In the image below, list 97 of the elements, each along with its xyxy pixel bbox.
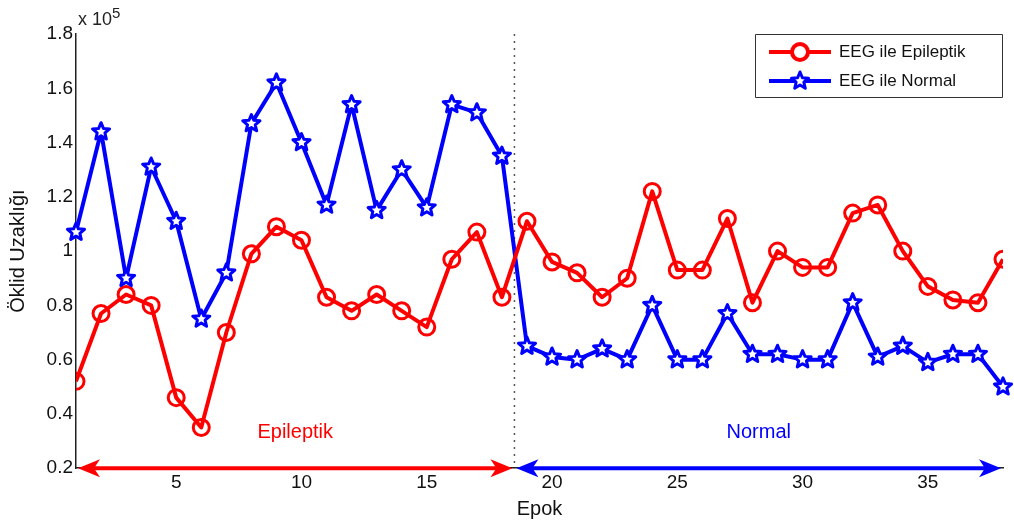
y-tick-label: 1.2 [46,185,73,207]
y-tick-label: 1.4 [46,130,74,152]
point [417,317,437,337]
point [967,343,989,363]
x-tick-label: 25 [666,470,688,492]
point [266,217,286,237]
y-axis-title: Öklid Uzaklığı [5,189,28,313]
point [717,303,738,323]
point [166,210,187,231]
point [341,94,362,114]
y-tick-label: 0.4 [46,402,74,424]
point [943,290,963,310]
point [467,222,487,242]
point [442,249,462,269]
y-tick-label: 1.8 [46,22,73,44]
point [141,295,161,315]
point [366,199,387,220]
point [116,285,136,305]
y-tick-label: 0.6 [46,347,73,369]
point [291,132,312,152]
point [992,376,1014,396]
x-tick-label: 20 [541,470,563,492]
point [843,203,863,223]
point [516,335,538,355]
y-tick-label: 1 [62,239,73,261]
point [868,195,888,215]
point [367,285,387,305]
point [867,346,888,366]
point [441,94,462,114]
point [241,244,261,264]
point [191,308,212,328]
point [342,301,362,321]
point [542,252,562,272]
point [541,346,563,366]
point [216,262,237,282]
point [65,221,87,241]
point [567,263,587,283]
point [742,343,763,363]
x-tick-label: 15 [416,470,438,492]
point [792,349,813,369]
point [491,145,512,165]
x-tick-label: 5 [170,470,182,492]
point [141,156,162,176]
y-tick-label: 1.6 [46,76,73,98]
point [968,293,988,313]
point [191,417,211,437]
point [216,323,236,343]
point [166,388,186,408]
point [742,293,762,313]
point [667,349,688,369]
text: x 10$^{5}$ [78,4,121,30]
point [917,351,938,372]
point [842,292,863,312]
point [241,113,262,133]
point [492,287,512,307]
y-tick-label: 0.8 [46,293,73,315]
point [692,349,713,369]
point [667,260,687,280]
point [818,257,838,277]
point [893,241,913,261]
point [892,335,913,355]
annotation: Normal [726,419,791,442]
point [291,230,311,250]
point [592,287,612,307]
point [592,338,613,358]
point [91,121,112,141]
point [91,304,111,324]
point [817,349,838,369]
point [642,294,663,315]
point [942,343,963,363]
point [316,194,337,214]
annotation: Epileptik [257,419,335,442]
point [391,159,412,179]
x-tick-label: 30 [792,470,814,492]
point [466,102,487,122]
point [617,268,637,288]
point [768,241,788,261]
x-tick-label: 35 [917,470,939,492]
point [793,257,813,277]
legend-label: EEG ile Epileptik [839,41,967,61]
x-axis-title: Epok [516,496,564,519]
point [617,349,638,369]
point [517,211,537,231]
point [918,276,938,296]
x-tick-label: 10 [290,470,313,492]
point [692,260,712,280]
legend-label: EEG ile Normal [839,70,957,90]
point [642,181,662,201]
point [116,267,137,288]
y-tick-label: 0.2 [46,456,73,478]
point [317,287,337,307]
point [392,301,412,321]
point [567,349,588,369]
point [266,72,287,92]
point [767,343,788,363]
point [717,209,737,229]
point [416,197,437,217]
